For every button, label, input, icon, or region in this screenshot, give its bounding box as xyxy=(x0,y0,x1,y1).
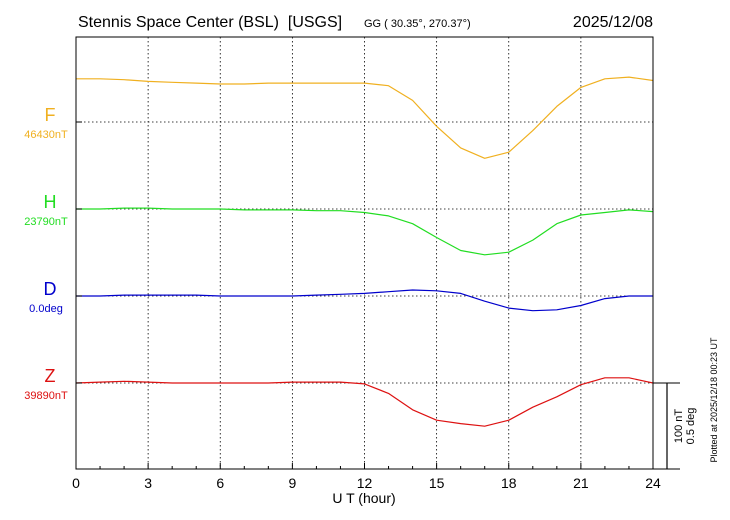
series-baseline-h: 23790nT xyxy=(24,216,68,228)
x-tick-label: 21 xyxy=(573,475,589,491)
series-baseline-d: 0.0deg xyxy=(29,303,63,315)
series-name-d: D xyxy=(44,279,57,299)
series-baseline-f: 46430nT xyxy=(24,129,68,141)
series-baseline-z: 39890nT xyxy=(24,390,68,402)
x-tick-label: 12 xyxy=(357,475,373,491)
series-lines xyxy=(75,76,654,427)
chart-date: 2025/12/08 xyxy=(573,14,653,31)
series-line-h xyxy=(76,207,654,256)
scale-bar-label-nt: 100 nT xyxy=(673,409,685,444)
x-tick-label: 15 xyxy=(429,475,445,491)
series-line-f xyxy=(76,76,654,159)
scale-bar: 100 nT 0.5 deg xyxy=(653,382,697,470)
series-name-h: H xyxy=(44,192,57,212)
series-line-d xyxy=(76,289,653,312)
series-line-z xyxy=(75,377,654,427)
x-tick-label: 9 xyxy=(288,475,296,491)
scale-bar-label-deg: 0.5 deg xyxy=(685,408,697,445)
plotted-note: Plotted at 2025/12/18 00:23 UT xyxy=(709,337,719,463)
chart-title: Stennis Space Center (BSL) [USGS] xyxy=(78,14,342,31)
grid xyxy=(76,37,653,469)
x-tick-label: 18 xyxy=(501,475,517,491)
x-tick-label: 6 xyxy=(216,475,224,491)
x-tick-label: 0 xyxy=(72,475,80,491)
chart-coordinates: GG ( 30.35°, 270.37°) xyxy=(364,18,471,30)
x-axis: 0 3 6 9 12 15 18 21 24 xyxy=(72,121,661,491)
x-tick-label: 24 xyxy=(645,475,661,491)
series-labels: F 46430nT H 23790nT D 0.0deg Z 39890nT xyxy=(24,105,68,402)
series-name-z: Z xyxy=(45,366,56,386)
series-name-f: F xyxy=(45,105,56,125)
x-axis-label: U T (hour) xyxy=(332,490,395,506)
x-tick-label: 3 xyxy=(144,475,152,491)
